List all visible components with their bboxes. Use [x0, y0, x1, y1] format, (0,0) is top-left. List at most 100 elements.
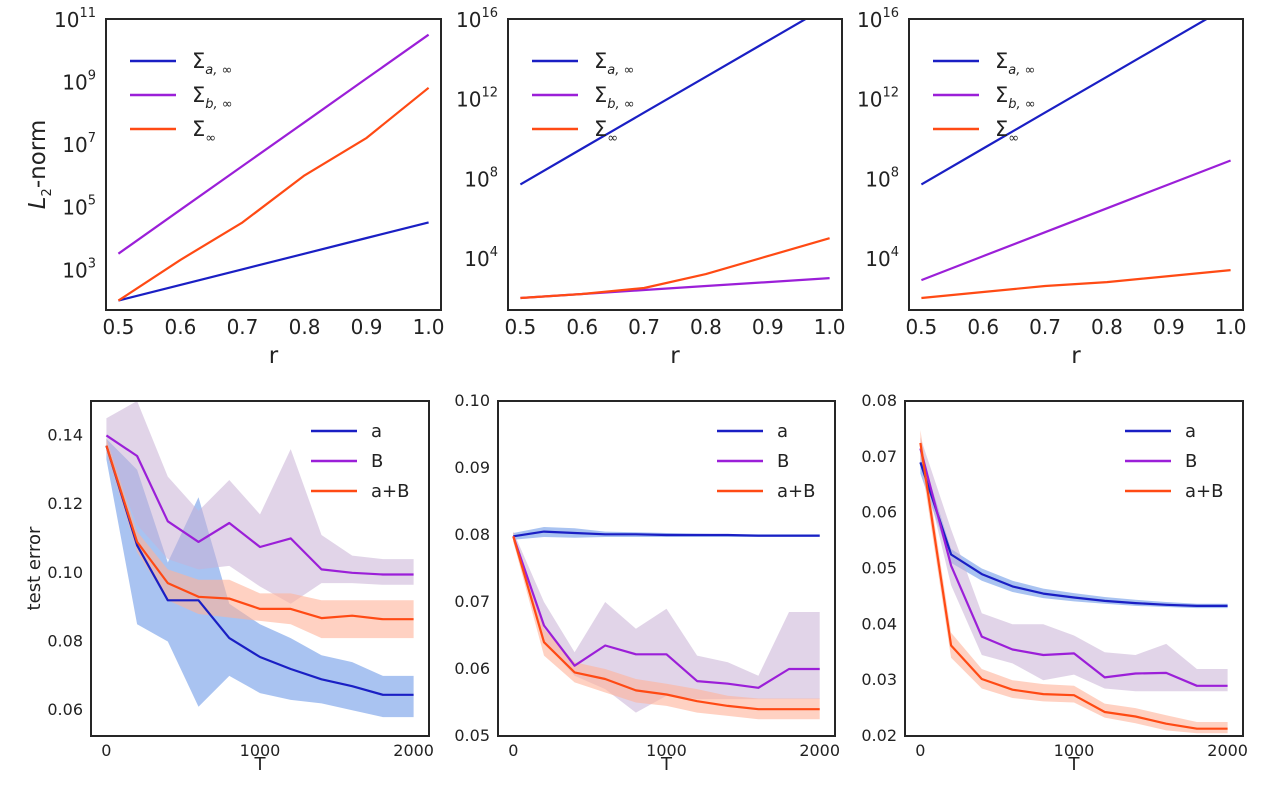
y-tick-label: 0.05	[861, 559, 897, 578]
y-tick-label: 107	[62, 131, 96, 157]
series-line-a	[519, 19, 808, 186]
band-inf	[106, 438, 414, 639]
x-tick-label: 1000	[646, 741, 687, 760]
x-tick-label: 0.6	[165, 315, 197, 339]
y-axis-label: L2-norm	[25, 120, 55, 210]
chart-panel-6: 0 1000 2000 0.02 0.03 0.04 0.05 0.06 0.07 0.08 TaB…	[861, 391, 1248, 775]
legend: aBa+B	[1125, 421, 1223, 502]
legend: aBa+B	[717, 421, 815, 502]
band-a	[106, 438, 414, 718]
legend-label-b: Σb, ∞	[192, 83, 233, 112]
axes-frame	[497, 400, 836, 737]
x-tick-label: 0.8	[1091, 315, 1123, 339]
y-tick-label: 1012	[857, 86, 899, 112]
series-line-inf	[520, 237, 830, 300]
band-a	[513, 527, 820, 540]
legend-label-a: Σa, ∞	[192, 49, 232, 78]
legend-label-inf: Σ∞	[995, 117, 1019, 146]
y-tick-label: 0.06	[47, 700, 83, 719]
legend-label-a: a	[777, 421, 788, 442]
legend-label-inf: Σ∞	[192, 117, 216, 146]
y-tick-label: 109	[62, 69, 96, 95]
x-tick-label: 0	[915, 741, 925, 760]
y-tick-label: 103	[62, 256, 96, 282]
x-axis-label: r	[670, 343, 680, 369]
y-tick-label: 104	[865, 245, 899, 271]
band-b	[106, 401, 414, 604]
series-line-b	[512, 535, 820, 689]
plot-area	[512, 527, 820, 720]
x-axis-label: T	[254, 754, 267, 775]
x-tick-label: 0.7	[628, 315, 660, 339]
x-tick-label: 2000	[393, 741, 434, 760]
series-line-b	[117, 33, 430, 255]
series-line-inf	[117, 86, 430, 302]
band-b	[920, 437, 1228, 692]
x-tick-label: 1000	[1054, 741, 1095, 760]
axes-frame	[908, 18, 1244, 311]
y-tick-label: 108	[464, 165, 498, 191]
y-tick-label: 0.07	[861, 447, 897, 466]
series-line-a	[105, 445, 414, 696]
legend-label-a: Σa, ∞	[594, 49, 634, 78]
series-line-a	[919, 462, 1228, 608]
legend-label-a: a	[1185, 421, 1196, 442]
legend-label-b: Σb, ∞	[995, 83, 1036, 112]
legend: Σa, ∞ Σb, ∞ Σ∞	[532, 49, 635, 146]
y-tick-label: 0.04	[861, 614, 897, 633]
chart-panel-2: 0.5 0.6 0.7 0.8 0.9 1.0 104 108 1012 1016 r Σa, ∞ Σb…	[456, 6, 846, 369]
legend: Σa, ∞ Σb, ∞ Σ∞	[933, 49, 1036, 146]
axes-frame	[90, 400, 430, 737]
y-tick-label: 105	[62, 194, 96, 220]
y-tick-label: 108	[865, 165, 899, 191]
legend-label-a: a	[371, 421, 382, 442]
legend-label-inf: a+B	[371, 481, 409, 502]
x-tick-label: 0.5	[103, 315, 135, 339]
legend-label-b: B	[1185, 451, 1197, 472]
y-tick-label: 0.08	[861, 391, 897, 410]
x-tick-label: 0.9	[752, 315, 784, 339]
chart-panel-1: 0.5 0.6 0.7 0.8 0.9 1.0 103 105 107 109 1011 r L2-no…	[25, 6, 444, 369]
x-tick-label: 0	[101, 741, 111, 760]
y-tick-label: 1012	[456, 86, 498, 112]
y-tick-label: 0.14	[47, 425, 83, 444]
y-tick-label: 0.05	[454, 726, 490, 745]
plot-area	[519, 19, 830, 300]
x-tick-label: 0.7	[227, 315, 259, 339]
x-axis-label: r	[1071, 343, 1081, 369]
y-tick-label: 0.12	[47, 494, 83, 513]
y-tick-label: 1016	[857, 6, 899, 32]
x-tick-label: 0.6	[566, 315, 598, 339]
y-tick-label: 0.06	[454, 659, 490, 678]
y-tick-label: 0.03	[861, 670, 897, 689]
x-axis-label: T	[1068, 754, 1081, 775]
series-line-b	[105, 434, 414, 576]
band-inf	[513, 531, 820, 720]
y-tick-label: 0.10	[47, 563, 83, 582]
x-tick-label: 0.9	[1153, 315, 1185, 339]
x-tick-label: 0.8	[289, 315, 321, 339]
x-tick-label: 0.5	[905, 315, 937, 339]
legend-label-b: B	[777, 451, 789, 472]
axes-frame	[507, 18, 843, 311]
series-line-inf	[105, 445, 414, 621]
y-tick-label: 0.08	[454, 525, 490, 544]
series-line-a	[118, 221, 429, 302]
legend-label-b: Σb, ∞	[594, 83, 635, 112]
series-line-inf	[919, 442, 1228, 730]
series-line-a	[513, 530, 820, 538]
legend-label-inf: a+B	[1185, 481, 1223, 502]
y-tick-label: 0.02	[861, 726, 897, 745]
series-line-inf	[921, 269, 1231, 300]
y-tick-label: 0.08	[47, 632, 83, 651]
legend: aBa+B	[311, 421, 409, 502]
legend-label-inf: a+B	[777, 481, 815, 502]
legend: Σa, ∞ Σb, ∞ Σ∞	[130, 49, 233, 146]
series-line-a	[920, 19, 1209, 186]
y-tick-label: 1011	[54, 6, 96, 32]
x-tick-label: 0.6	[967, 315, 999, 339]
y-tick-label: 0.09	[454, 458, 490, 477]
legend-label-inf: Σ∞	[594, 117, 618, 146]
